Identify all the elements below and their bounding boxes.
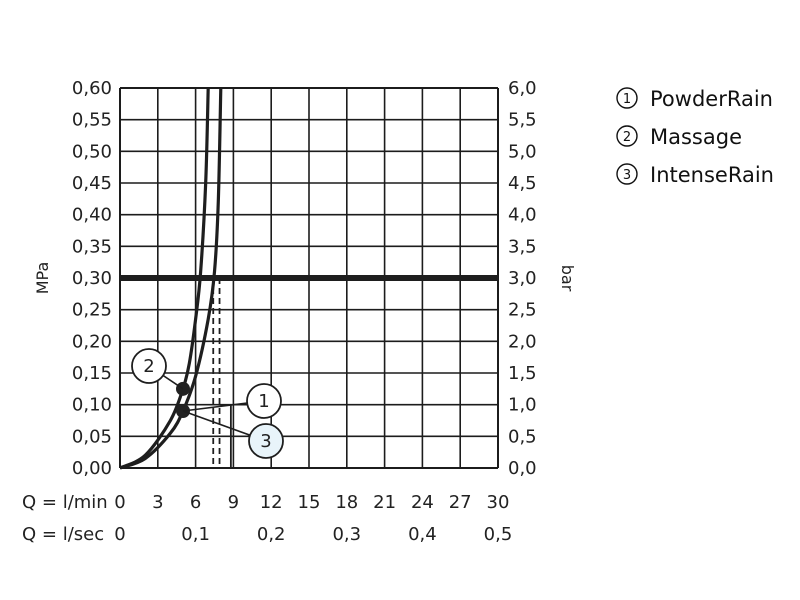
y-tick-right: 5,0 <box>508 141 537 162</box>
y-tick-left: 0,10 <box>72 395 112 416</box>
y-axis-right-title: bar <box>558 265 577 292</box>
x-tick-lsec: 0,2 <box>257 524 286 545</box>
x-tick-lmin: 18 <box>335 492 358 513</box>
y-tick-right: 1,5 <box>508 363 537 384</box>
legend-circle-1 <box>616 87 638 109</box>
y-tick-right: 4,0 <box>508 205 537 226</box>
y-tick-right: 6,0 <box>508 78 537 99</box>
callout-number-1: 1 <box>258 391 269 412</box>
x-axis-lsec-label: Q = l/sec <box>22 524 104 545</box>
y-tick-left: 0,55 <box>72 110 112 131</box>
y-tick-left: 0,05 <box>72 426 112 447</box>
y-tick-left: 0,50 <box>72 141 112 162</box>
legend-label-2: Massage <box>650 125 742 149</box>
x-axis-lmin-label: Q = l/min <box>22 492 108 513</box>
curve-series-2 <box>119 87 210 470</box>
x-tick-lmin: 6 <box>190 492 201 513</box>
y-tick-right: 2,0 <box>508 331 537 352</box>
y-tick-right: 0,5 <box>508 426 537 447</box>
y-tick-right: 1,0 <box>508 395 537 416</box>
x-tick-lmin: 30 <box>487 492 510 513</box>
x-tick-lsec: 0,4 <box>408 524 437 545</box>
legend-label-1: PowderRain <box>650 87 773 111</box>
y-tick-left: 0,00 <box>72 458 112 479</box>
x-tick-lsec: 0,3 <box>332 524 361 545</box>
x-tick-lmin: 15 <box>298 492 321 513</box>
callout-number-2: 2 <box>143 356 154 377</box>
y-tick-left: 0,45 <box>72 173 112 194</box>
y-tick-right: 0,0 <box>508 458 537 479</box>
tick-labels-group: 0,000,050,100,150,200,250,300,350,400,45… <box>72 78 537 545</box>
legend-circle-3 <box>616 163 638 185</box>
legend-number-3: 3 <box>623 168 631 183</box>
x-tick-lsec: 0,1 <box>181 524 210 545</box>
x-tick-lmin: 24 <box>411 492 434 513</box>
y-tick-right: 3,0 <box>508 268 537 289</box>
y-tick-left: 0,35 <box>72 236 112 257</box>
x-tick-lsec: 0,5 <box>484 524 513 545</box>
y-tick-left: 0,60 <box>72 78 112 99</box>
curves-group <box>119 87 223 470</box>
y-tick-left: 0,20 <box>72 331 112 352</box>
y-tick-left: 0,30 <box>72 268 112 289</box>
y-tick-right: 3,5 <box>508 236 537 257</box>
x-tick-lmin: 12 <box>260 492 283 513</box>
x-tick-lmin: 27 <box>449 492 472 513</box>
y-axis-left-title: MPa <box>33 262 52 295</box>
x-tick-lmin: 0 <box>114 492 125 513</box>
y-tick-left: 0,25 <box>72 300 112 321</box>
legend-number-1: 1 <box>623 92 631 107</box>
legend-number-2: 2 <box>623 130 631 145</box>
callout-circle-2 <box>131 348 167 384</box>
y-tick-right: 5,5 <box>508 110 537 131</box>
callout-number-3: 3 <box>260 431 271 452</box>
y-tick-left: 0,15 <box>72 363 112 384</box>
flow-lines-group <box>212 278 232 468</box>
x-tick-lmin: 9 <box>228 492 239 513</box>
x-tick-lmin: 3 <box>152 492 163 513</box>
y-tick-left: 0,40 <box>72 205 112 226</box>
legend: 1 PowderRain 2 Massage 3 IntenseRain <box>616 87 774 187</box>
x-tick-lmin: 21 <box>373 492 396 513</box>
legend-label-3: IntenseRain <box>650 163 774 187</box>
x-tick-lsec: 0 <box>114 524 125 545</box>
callout-circle-1 <box>246 383 282 419</box>
y-tick-right: 2,5 <box>508 300 537 321</box>
callouts-group: 2 1 3 <box>131 348 284 459</box>
curve-series-1 <box>119 87 223 470</box>
legend-circle-2 <box>616 125 638 147</box>
y-tick-right: 4,5 <box>508 173 537 194</box>
callout-circle-3 <box>248 423 284 459</box>
